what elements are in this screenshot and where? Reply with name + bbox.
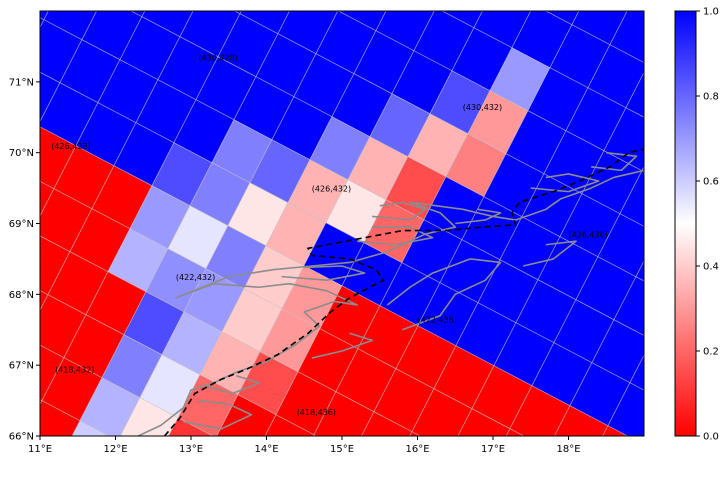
y-tick-label: 67°N: [9, 361, 34, 372]
grid-cell-423-435: [281, 265, 342, 329]
colorbar: 0.0 0.2 0.4 0.6 0.8 1.0: [674, 7, 719, 443]
cell-label: (426,428): [51, 142, 90, 151]
grid-cell-422-431: [107, 228, 168, 292]
cell-label: (422,436): [418, 316, 457, 325]
grid-cell-426-435: [347, 136, 408, 200]
colorbar-tick-label: 1.0: [703, 7, 719, 18]
grid-cell-423-434: [243, 245, 304, 309]
colorbar-tick-label: 0.2: [703, 347, 719, 358]
x-tick-label: 13°E: [179, 444, 203, 455]
grid-cell-424-431: [151, 142, 212, 206]
grid-line: [0, 0, 13, 488]
x-tick-label: 16°E: [405, 444, 429, 455]
grid-cell-423-432: [167, 205, 228, 269]
grid-cell-425-435: [325, 179, 386, 243]
grid-cell-419-434: [168, 417, 213, 436]
grid-cell-421-433: [161, 311, 222, 375]
grid-cell-425-433: [249, 139, 310, 203]
coastline: [386, 258, 502, 331]
y-tick-label: 69°N: [9, 219, 34, 230]
grid-cell-421-432: [123, 291, 184, 355]
colorbar-gradient: [674, 10, 697, 437]
cell-label: (426,436): [569, 231, 608, 240]
cell-label: (430,432): [463, 103, 502, 112]
grid-cell-421-435: [237, 351, 298, 415]
grid-cell-427-436: [407, 113, 468, 177]
grid-cell-424-432: [189, 162, 250, 226]
grid-cell-423-431: [129, 185, 190, 249]
coastline: [357, 226, 434, 246]
x-tick-label: 14°E: [254, 444, 278, 455]
colorbar-tick-label: 0.4: [703, 262, 719, 273]
cell-label-layer: (430,428) (430,432) (426,428) (426,432) (426…: [51, 54, 608, 417]
x-axis-ticks: 11°E 12°E 13°E 14°E 15°E 16°E 17°E 18°E: [28, 436, 581, 455]
cell-label: (422,432): [176, 273, 215, 282]
grid-cell-427-435: [369, 93, 430, 157]
x-tick-label: 11°E: [28, 444, 52, 455]
grid-cell-426-434: [309, 116, 370, 180]
grid-cell-427-437: [445, 133, 506, 197]
grid-cell-418-432: [72, 420, 110, 436]
coastline: [523, 240, 577, 267]
grid-cell-422-434: [221, 288, 282, 352]
grid-cell-422-432: [145, 248, 206, 312]
coastline: [311, 332, 374, 359]
grid-cell-426-436: [385, 156, 446, 220]
grid-cell-425-432: [211, 119, 272, 183]
grid-cell-419-433: [120, 397, 178, 436]
grid-cell-420-433: [139, 354, 200, 418]
x-tick-label: 17°E: [481, 444, 505, 455]
coastline: [591, 151, 638, 172]
coastline: [205, 375, 260, 395]
grid-cell-429-437: [489, 47, 550, 111]
coastline: [281, 265, 366, 281]
coastline: [183, 399, 253, 430]
cell-label: (430,428): [199, 54, 238, 63]
grid-cell-424-433: [227, 182, 288, 246]
grid-cell-419-432: [79, 377, 140, 436]
colorbar-tick-label: 0.8: [703, 92, 719, 103]
cell-label: (426,432): [312, 185, 351, 194]
coastline: [455, 208, 502, 225]
cell-label: (418,432): [55, 365, 94, 374]
y-axis-ticks: 66°N 67°N 68°N 69°N 70°N 71°N: [9, 77, 40, 443]
grid-cell-425-436: [363, 199, 424, 263]
grid-cell-425-434: [287, 159, 348, 223]
y-tick-label: 70°N: [9, 148, 34, 159]
y-tick-label: 66°N: [9, 432, 34, 443]
grid-cell-424-434: [265, 202, 326, 266]
colorbar-tick-label: 0.0: [703, 432, 719, 443]
colorbar-ticks: 0.0 0.2 0.4 0.6 0.8 1.0: [696, 7, 719, 443]
x-tick-label: 18°E: [556, 444, 580, 455]
grid-cell-428-437: [467, 90, 528, 154]
cell-label: (418,436): [297, 408, 336, 417]
coastline: [372, 201, 426, 221]
colorbar-tick-label: 0.6: [703, 177, 719, 188]
x-tick-label: 15°E: [330, 444, 354, 455]
x-tick-label: 12°E: [103, 444, 127, 455]
y-tick-label: 68°N: [9, 290, 34, 301]
grid-cell-428-436: [429, 70, 490, 134]
y-tick-label: 71°N: [9, 77, 34, 88]
grid-cell-420-432: [101, 334, 162, 398]
